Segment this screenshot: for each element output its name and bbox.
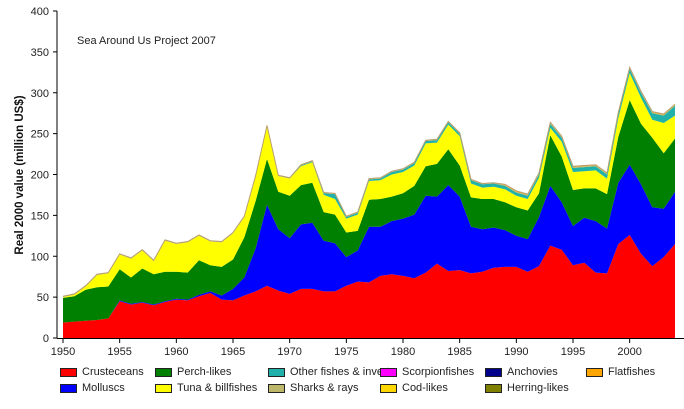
legend-swatch [268,367,285,377]
y-tick-label: 350 [31,47,49,59]
legend-item: Tuna & billfishes [155,382,257,394]
legend-item: Flatfishes [586,366,655,378]
legend-label: Tuna & billfishes [177,382,258,394]
x-tick-label: 1990 [504,346,528,358]
legend-label: Other fishes & inverts [290,366,396,378]
x-tick-label: 1975 [334,346,358,358]
total-outline [62,65,676,297]
x-tick-label: 1955 [107,346,131,358]
y-tick-label: 150 [31,210,49,222]
legend-item: Herring-likes [485,382,569,394]
legend-swatch [485,383,502,393]
x-tick-label: 1980 [391,346,415,358]
legend-item: Sharks & rays [268,382,358,394]
legend-label: Cod-likes [402,382,448,394]
x-tick-label: 1995 [561,346,585,358]
legend-label: Herring-likes [507,382,569,394]
legend-item: Cod-likes [380,382,448,394]
legend-item: Perch-likes [155,366,231,378]
y-tick-label: 250 [31,129,49,141]
legend-label: Crusteceans [82,366,144,378]
axes: 0 50 100 150 200 250 300 350 400 1950 1955 1960 1965… [31,6,684,358]
area-series-perch-likes [63,100,675,323]
y-tick-label: 100 [31,251,49,263]
legend-swatch [155,367,172,377]
legend-swatch [586,367,603,377]
chart-annotation: Sea Around Us Project 2007 [77,35,216,47]
y-tick-label: 400 [31,6,49,18]
legend-label: Molluscs [82,382,125,394]
legend-item: Scorpionfishes [380,366,474,378]
x-tick-label: 1985 [447,346,471,358]
area-series-molluscs [63,164,675,323]
legend-swatch [60,367,77,377]
area-layer [62,65,676,338]
legend-label: Flatfishes [608,366,656,378]
legend-swatch [268,383,285,393]
legend-item: Molluscs [60,382,125,394]
area-series-crusteceans [63,235,675,338]
x-tick-label: 1965 [221,346,245,358]
legend-swatch [155,383,172,393]
area-series-tuna-billfishes [63,73,675,298]
legend-item: Crusteceans [60,366,144,378]
y-tick-label: 0 [43,333,49,345]
x-tick-label: 1970 [277,346,301,358]
legend-item: Anchovies [485,366,558,378]
legend-label: Sharks & rays [290,382,359,394]
y-tick-label: 300 [31,88,49,100]
legend-label: Scorpionfishes [402,366,475,378]
y-tick-label: 200 [31,170,49,182]
y-tick-label: 50 [37,292,49,304]
legend-label: Anchovies [507,366,558,378]
legend-swatch [380,383,397,393]
legend-swatch [380,367,397,377]
x-tick-label: 2000 [617,346,641,358]
legend-swatch [485,367,502,377]
legend-label: Perch-likes [177,366,232,378]
legend-swatch [60,383,77,393]
legend-item: Other fishes & inverts [268,366,395,378]
x-tick-label: 1960 [164,346,188,358]
x-tick-label: 1950 [51,346,75,358]
y-axis-label: Real 2000 value (million US$) [14,95,26,254]
